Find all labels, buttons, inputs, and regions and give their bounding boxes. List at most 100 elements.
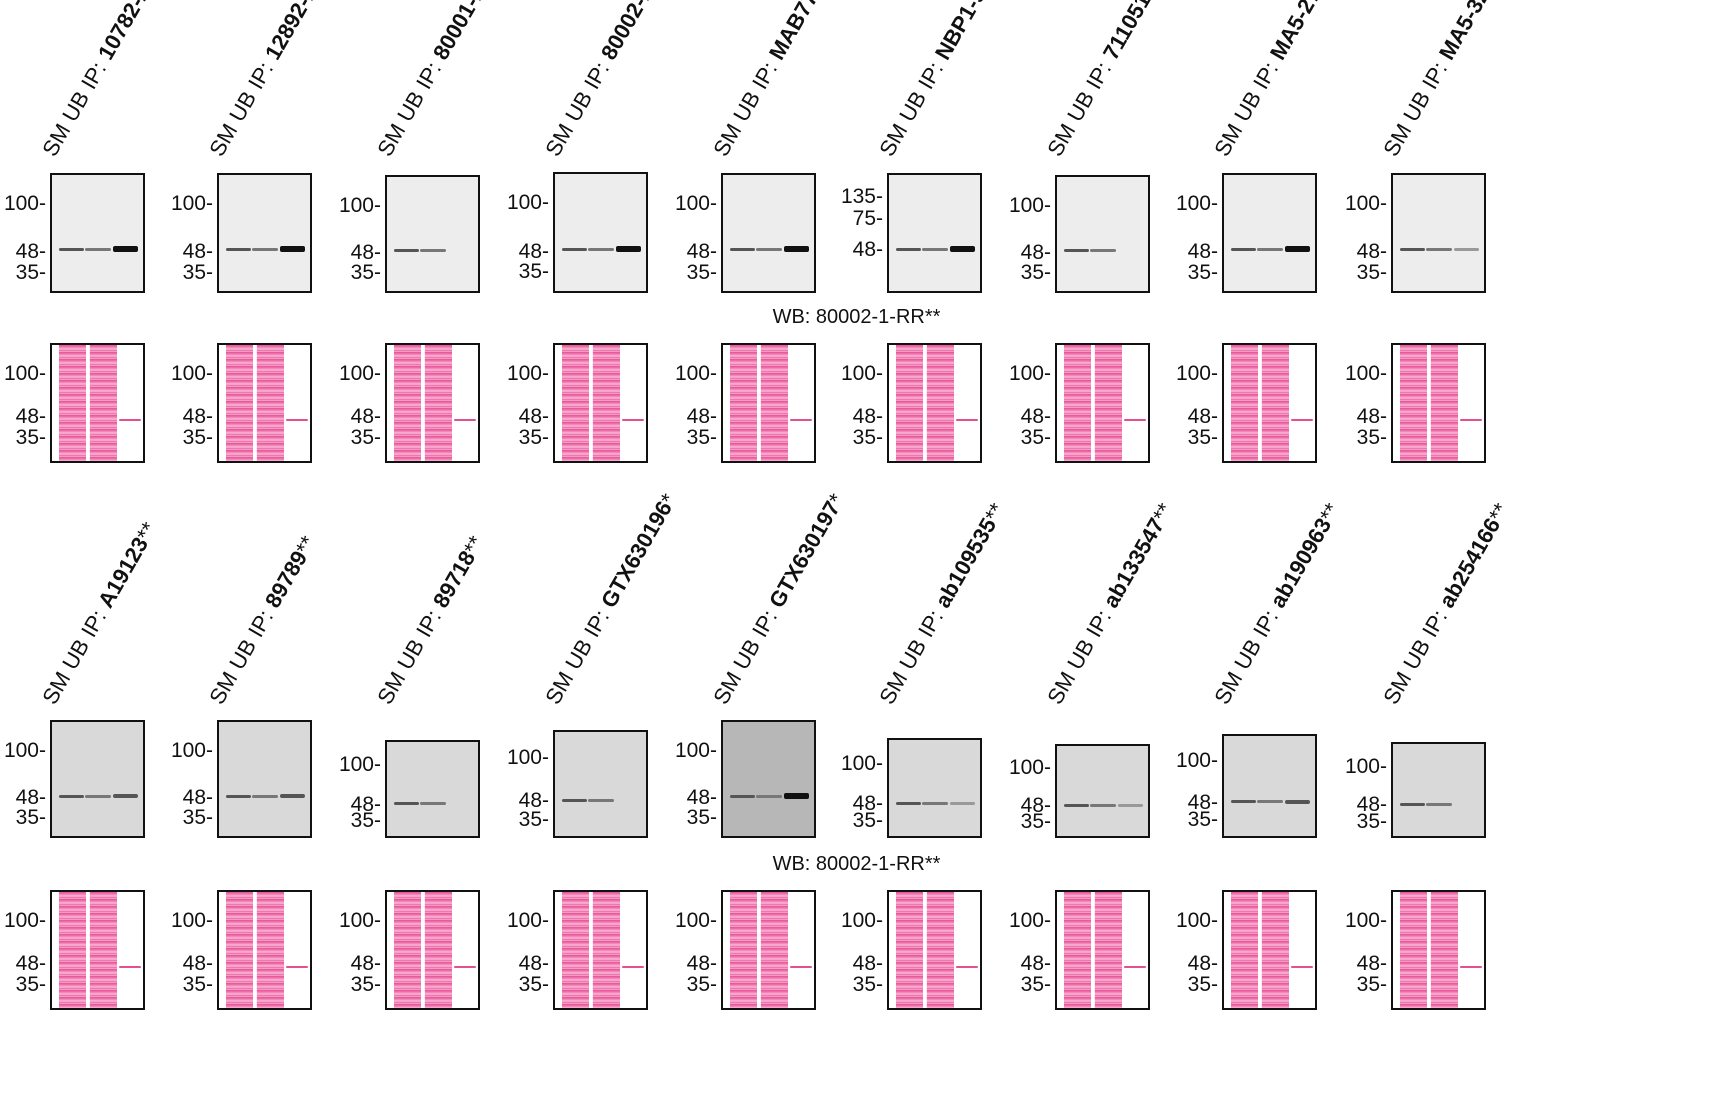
lane-label-ip: IP: (410, 57, 447, 94)
ip-stain-band (1123, 419, 1147, 422)
mw-marker: 48- (477, 406, 549, 427)
stained-lane (729, 345, 758, 461)
mw-marker: 48- (309, 406, 381, 427)
lane-label-ip: IP: (410, 605, 447, 642)
mw-dash: - (876, 185, 883, 208)
mw-marker: 35- (645, 427, 717, 448)
mw-marker: 48- (1315, 241, 1387, 262)
antibody-name: ab133547 (1097, 513, 1170, 612)
mw-value: 35 (350, 425, 374, 449)
protein-band (588, 247, 614, 251)
protein-band (393, 802, 419, 806)
lane-gap (1258, 345, 1262, 461)
mw-value: 100 (170, 362, 206, 386)
mw-dash: - (374, 809, 381, 833)
mw-value: 35 (15, 805, 39, 829)
protein-band (225, 794, 251, 798)
protein-band (1399, 802, 1425, 806)
stained-lane (895, 345, 924, 461)
mw-dash: - (710, 240, 717, 264)
mw-value: 35 (518, 425, 542, 449)
mw-value: 48 (1187, 405, 1211, 429)
mw-value: 35 (182, 972, 206, 996)
mw-marker: 48- (477, 241, 549, 262)
mw-dash: - (39, 425, 46, 449)
mw-dash: - (542, 425, 549, 449)
western-blot-panel (1055, 175, 1150, 293)
stained-lane (592, 892, 621, 1008)
spacer (238, 123, 242, 129)
mw-dash: - (542, 239, 549, 263)
lane-gap (421, 892, 425, 1008)
mw-marker: 48- (309, 953, 381, 974)
mw-value: 100 (170, 738, 206, 762)
mw-marker: 35- (1146, 427, 1218, 448)
mw-dash: - (710, 972, 717, 996)
mw-value: 100 (1344, 754, 1380, 778)
mw-dash: - (1044, 756, 1051, 780)
lane-header: SMUBIP:ab190963** (1209, 499, 1344, 709)
mw-marker: 35- (645, 262, 717, 283)
mw-marker: 48- (477, 790, 549, 811)
protein-band (895, 247, 921, 251)
mw-marker: 100- (309, 754, 381, 775)
ip-stain-band (621, 966, 645, 969)
mw-marker: 35- (979, 262, 1051, 283)
ip-stain-band (1290, 419, 1314, 422)
protein-band (729, 247, 755, 251)
mw-dash: - (542, 746, 549, 770)
antibody-name: MA5-27828 (1264, 0, 1345, 64)
spacer (1448, 61, 1452, 67)
ip-stain-band (1459, 966, 1483, 969)
mw-marker: 100- (477, 747, 549, 768)
western-blot-panel (385, 740, 480, 838)
mw-value: 48 (686, 405, 710, 429)
spacer (107, 609, 111, 615)
lane-header: SMUBIP:MAB7778* (708, 0, 839, 161)
mw-marker: 100- (645, 193, 717, 214)
stained-lane (424, 892, 453, 1008)
protein-band (252, 247, 278, 251)
western-blot-panel (553, 730, 648, 838)
mw-marker: 100- (141, 740, 213, 761)
mw-marker: 100- (309, 195, 381, 216)
stain-panel (1222, 343, 1317, 463)
mw-dash: - (374, 240, 381, 264)
mw-value: 48 (350, 405, 374, 429)
mw-value: 35 (518, 972, 542, 996)
mw-value: 48 (350, 240, 374, 264)
mw-dash: - (1044, 362, 1051, 386)
lane-gap (589, 892, 593, 1008)
western-blot-panel (721, 720, 816, 838)
mw-dash: - (39, 240, 46, 264)
mw-marker: 48- (309, 242, 381, 263)
mw-marker: 100- (1315, 193, 1387, 214)
lane-label-ip: IP: (1416, 605, 1453, 642)
stain-panel (385, 890, 480, 1010)
stain-panel (887, 343, 982, 463)
mw-marker: 35- (141, 974, 213, 995)
mw-value: 35 (1356, 972, 1380, 996)
lane-label-sm: SM (708, 667, 747, 709)
mw-dash: - (374, 260, 381, 284)
mw-dash: - (876, 237, 883, 261)
stain-panel (217, 343, 312, 463)
lane-label-sm: SM (540, 667, 579, 709)
stain-panel (553, 343, 648, 463)
stained-lane (1261, 892, 1290, 1008)
mw-value: 35 (1187, 425, 1211, 449)
mw-marker: 48- (645, 787, 717, 808)
western-blot-panel (50, 173, 145, 293)
mw-value: 48 (182, 952, 206, 976)
mw-marker: 48- (979, 795, 1051, 816)
spacer (1243, 123, 1247, 129)
mw-marker: 100- (1315, 910, 1387, 931)
antibody-name: 80002-1-RR (595, 0, 678, 64)
mw-value: 48 (350, 792, 374, 816)
mw-value: 100 (338, 909, 374, 933)
lane-gap (1427, 892, 1431, 1008)
mw-marker: 100- (979, 757, 1051, 778)
mw-value: 48 (1020, 794, 1044, 818)
stain-panel (50, 890, 145, 1010)
spacer (944, 609, 948, 615)
